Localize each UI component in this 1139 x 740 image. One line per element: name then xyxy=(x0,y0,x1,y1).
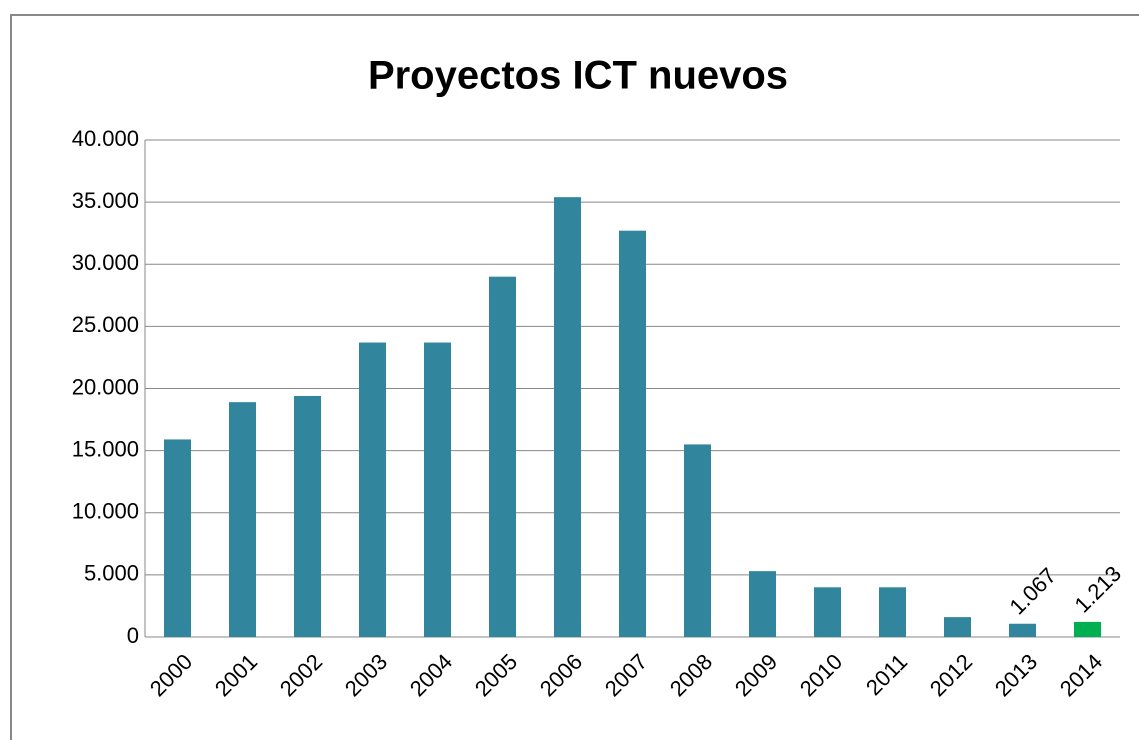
bar xyxy=(1074,621,1101,637)
bar xyxy=(424,342,451,637)
chart-title: Proyectos ICT nuevos xyxy=(368,54,788,98)
bar xyxy=(879,587,906,637)
bar xyxy=(619,230,646,637)
y-tick-label: 35.000 xyxy=(72,188,139,213)
bar xyxy=(489,276,516,637)
bar xyxy=(814,587,841,637)
y-tick-label: 25.000 xyxy=(72,312,139,337)
bar xyxy=(229,402,256,637)
bar xyxy=(294,395,321,637)
y-tick-label: 0 xyxy=(127,623,139,648)
bar xyxy=(164,439,191,637)
bar xyxy=(684,444,711,637)
y-tick-label: 15.000 xyxy=(72,436,139,461)
bar xyxy=(1009,623,1036,637)
y-tick-label: 10.000 xyxy=(72,499,139,524)
bar xyxy=(749,571,776,637)
bar xyxy=(359,342,386,637)
y-tick-label: 30.000 xyxy=(72,250,139,275)
y-tick-label: 5.000 xyxy=(84,561,139,586)
y-tick-label: 20.000 xyxy=(72,374,139,399)
y-tick-label: 40.000 xyxy=(72,126,139,151)
bar xyxy=(944,617,971,637)
bar xyxy=(554,197,581,637)
